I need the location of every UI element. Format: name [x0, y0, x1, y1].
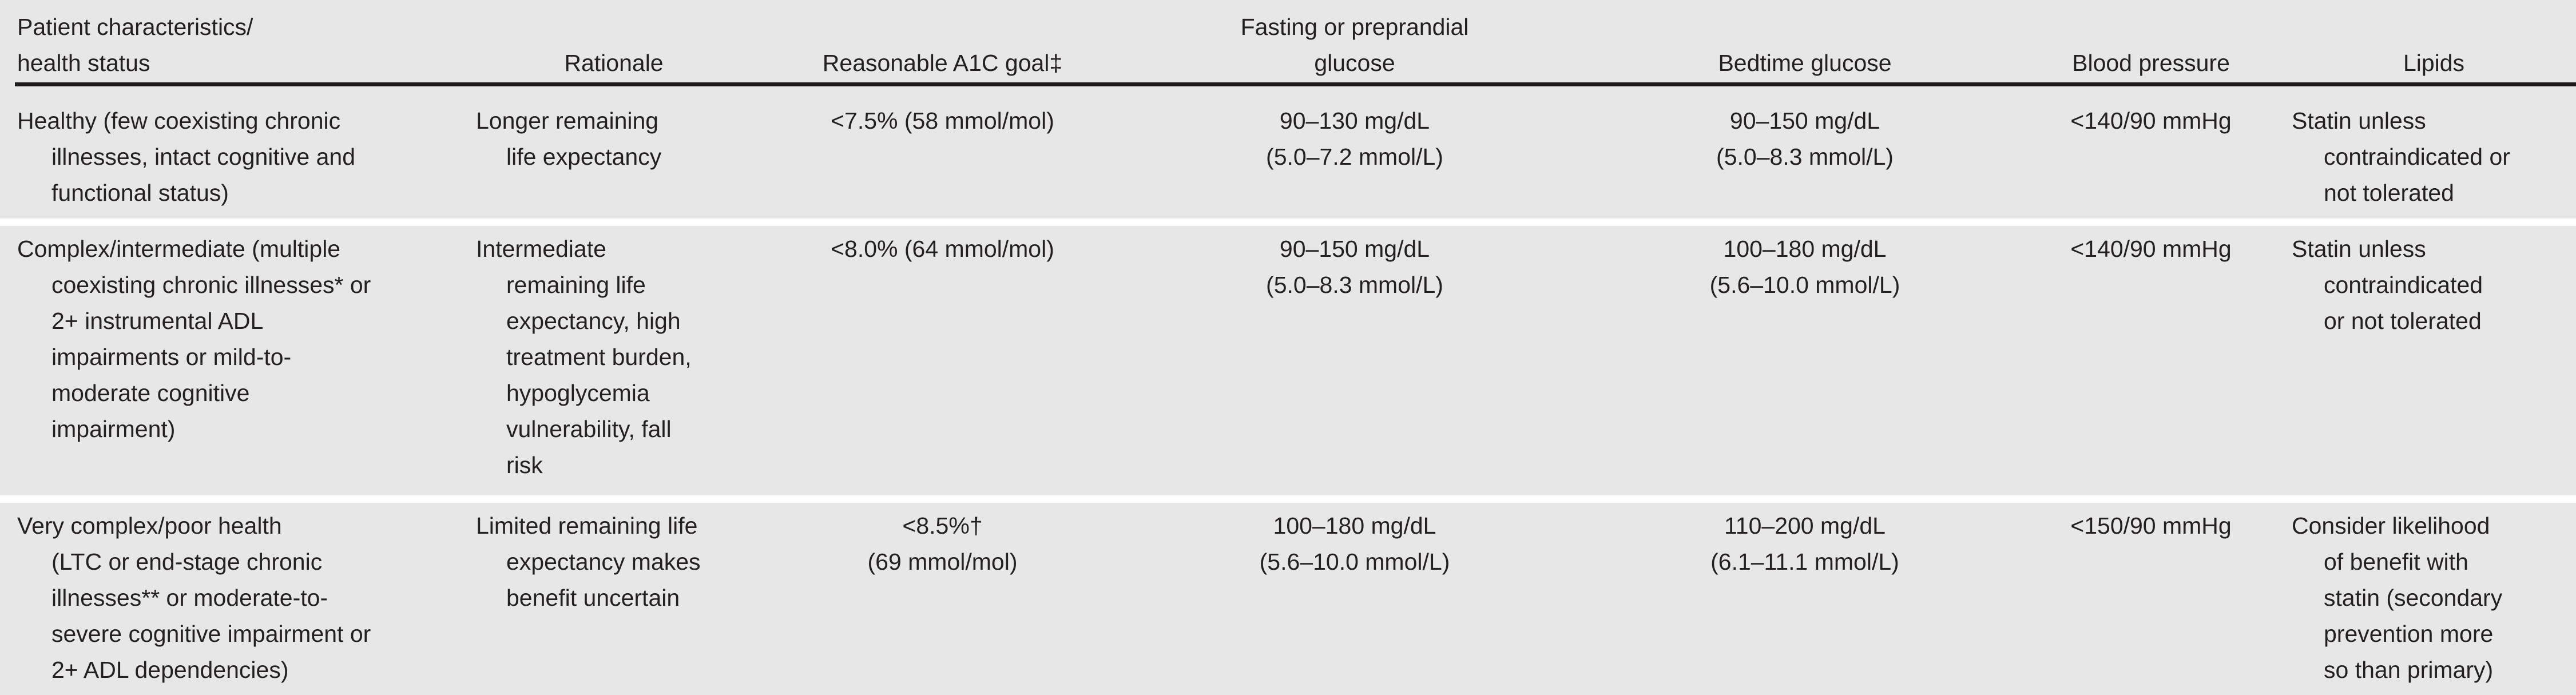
cell-text-line: expectancy, high — [506, 308, 681, 334]
cell-bedtime-glucose-very-complex: 110–200 mg/dL (6.1–11.1 mmol/L) — [1628, 508, 1982, 580]
cell-text-line: benefit uncertain — [506, 585, 680, 611]
cell-text-line: remaining life — [506, 272, 646, 298]
cell-text-line: hypoglycemia — [506, 380, 650, 406]
cell-text-line: (5.0–8.3 mmol/L) — [1266, 272, 1443, 298]
cell-rationale-very-complex: Limited remaining life expectancy makes be… — [476, 508, 752, 616]
cell-patient-complex-intermediate: Complex/intermediate (multiple coexisting… — [17, 231, 463, 447]
cell-a1c-complex-intermediate: <8.0% (64 mmol/mol) — [800, 231, 1085, 267]
header-rule — [15, 82, 2576, 86]
cell-text-line: Consider likelihood — [2292, 513, 2490, 539]
cell-blood-pressure-very-complex: <150/90 mmHg — [1997, 508, 2305, 544]
cell-patient-very-complex: Very complex/poor health (LTC or end-stag… — [17, 508, 463, 688]
column-header-lipids: Lipids — [2403, 50, 2465, 76]
cell-text-line: Intermediate — [476, 236, 606, 262]
column-header-fasting-line1: Fasting or preprandial — [1240, 14, 1469, 40]
cell-text-line: impairment) — [51, 416, 176, 442]
cell-bedtime-glucose-healthy: 90–150 mg/dL (5.0–8.3 mmol/L) — [1628, 103, 1982, 175]
cell-bedtime-glucose-complex-intermediate: 100–180 mg/dL (5.6–10.0 mmol/L) — [1628, 231, 1982, 303]
cell-text-line: coexisting chronic illnesses* or — [51, 272, 371, 298]
cell-text-line: <140/90 mmHg — [2070, 236, 2232, 262]
cell-text-line: (5.6–10.0 mmol/L) — [1709, 272, 1900, 298]
cell-text-line: 90–150 mg/dL — [1729, 108, 1880, 134]
cell-patient-healthy: Healthy (few coexisting chronic illnesses… — [17, 103, 463, 211]
cell-text-line: Statin unless — [2292, 236, 2426, 262]
column-header-bedtime-glucose: Bedtime glucose — [1718, 50, 1892, 76]
cell-text-line: of benefit with — [2324, 549, 2468, 575]
cell-text-line: vulnerability, fall — [506, 416, 672, 442]
cell-text-line: Statin unless — [2292, 108, 2426, 134]
cell-text-line: (5.0–8.3 mmol/L) — [1716, 144, 1894, 170]
cell-text-line: Healthy (few coexisting chronic — [17, 108, 341, 134]
cell-text-line: 100–180 mg/dL — [1723, 236, 1887, 262]
cell-fasting-glucose-complex-intermediate: 90–150 mg/dL (5.0–8.3 mmol/L) — [1173, 231, 1537, 303]
cell-text-line: 90–130 mg/dL — [1279, 108, 1430, 134]
cell-text-line: 110–200 mg/dL — [1724, 513, 1886, 539]
column-header-patient-line2: health status — [17, 50, 150, 76]
cell-text-line: statin (secondary — [2324, 585, 2503, 611]
cell-text-line: expectancy makes — [506, 549, 701, 575]
cell-text-line: life expectancy — [506, 144, 662, 170]
cell-text-line: (5.0–7.2 mmol/L) — [1266, 144, 1443, 170]
cell-text-line: prevention more — [2324, 621, 2494, 647]
cell-text-line: Very complex/poor health — [17, 513, 282, 539]
cell-text-line: 90–150 mg/dL — [1279, 236, 1430, 262]
cell-text-line: or not tolerated — [2324, 308, 2482, 334]
cell-lipids-complex-intermediate: Statin unless contraindicated or not toler… — [2292, 231, 2558, 339]
cell-text-line: <8.5%† — [902, 513, 983, 539]
column-header-fasting-line2: glucose — [1314, 50, 1395, 76]
cell-text-line: Complex/intermediate (multiple — [17, 236, 341, 262]
cell-text-line: contraindicated — [2324, 272, 2483, 298]
cell-lipids-healthy: Statin unless contraindicated or not toler… — [2292, 103, 2558, 211]
column-header-rationale: Rationale — [564, 50, 664, 76]
cell-text-line: (5.6–10.0 mmol/L) — [1259, 549, 1450, 575]
cell-rationale-healthy: Longer remaining life expectancy — [476, 103, 752, 175]
cell-text-line: severe cognitive impairment or — [51, 621, 371, 647]
cell-lipids-very-complex: Consider likelihood of benefit with statin… — [2292, 508, 2558, 688]
cell-text-line: moderate cognitive — [51, 380, 250, 406]
cell-text-line: impairments or mild-to- — [51, 344, 292, 370]
column-header-blood-pressure: Blood pressure — [2072, 50, 2230, 76]
cell-fasting-glucose-very-complex: 100–180 mg/dL (5.6–10.0 mmol/L) — [1173, 508, 1537, 580]
column-header-a1c-goal: Reasonable A1C goal‡ — [822, 50, 1063, 76]
row-separator — [0, 219, 2576, 226]
cell-text-line: <7.5% (58 mmol/mol) — [831, 108, 1054, 134]
cell-text-line: (69 mmol/mol) — [867, 549, 1018, 575]
column-header-patient-line1: Patient characteristics/ — [17, 14, 253, 40]
cell-text-line: <8.0% (64 mmol/mol) — [831, 236, 1054, 262]
cell-fasting-glucose-healthy: 90–130 mg/dL (5.0–7.2 mmol/L) — [1173, 103, 1537, 175]
cell-text-line: 2+ ADL dependencies) — [51, 657, 289, 683]
cell-a1c-very-complex: <8.5%† (69 mmol/mol) — [800, 508, 1085, 580]
cell-text-line: (LTC or end-stage chronic — [51, 549, 323, 575]
cell-text-line: illnesses** or moderate-to- — [51, 585, 328, 611]
cell-text-line: risk — [506, 452, 543, 478]
row-separator — [0, 495, 2576, 503]
cell-text-line: Longer remaining — [476, 108, 659, 134]
cell-text-line: 100–180 mg/dL — [1273, 513, 1436, 539]
cell-text-line: 2+ instrumental ADL — [51, 308, 264, 334]
cell-text-line: contraindicated or — [2324, 144, 2510, 170]
cell-text-line: so than primary) — [2324, 657, 2494, 683]
cell-blood-pressure-healthy: <140/90 mmHg — [1997, 103, 2305, 139]
cell-text-line: not tolerated — [2324, 180, 2454, 206]
cell-text-line: (6.1–11.1 mmol/L) — [1710, 549, 1899, 575]
cell-a1c-healthy: <7.5% (58 mmol/mol) — [800, 103, 1085, 139]
cell-rationale-complex-intermediate: Intermediate remaining life expectancy, hi… — [476, 231, 752, 483]
cell-text-line: treatment burden, — [506, 344, 692, 370]
cell-text-line: Limited remaining life — [476, 513, 698, 539]
cell-text-line: functional status) — [51, 180, 229, 206]
cell-text-line: illnesses, intact cognitive and — [51, 144, 356, 170]
cell-text-line: <150/90 mmHg — [2070, 513, 2232, 539]
cell-blood-pressure-complex-intermediate: <140/90 mmHg — [1997, 231, 2305, 267]
cell-text-line: <140/90 mmHg — [2070, 108, 2232, 134]
